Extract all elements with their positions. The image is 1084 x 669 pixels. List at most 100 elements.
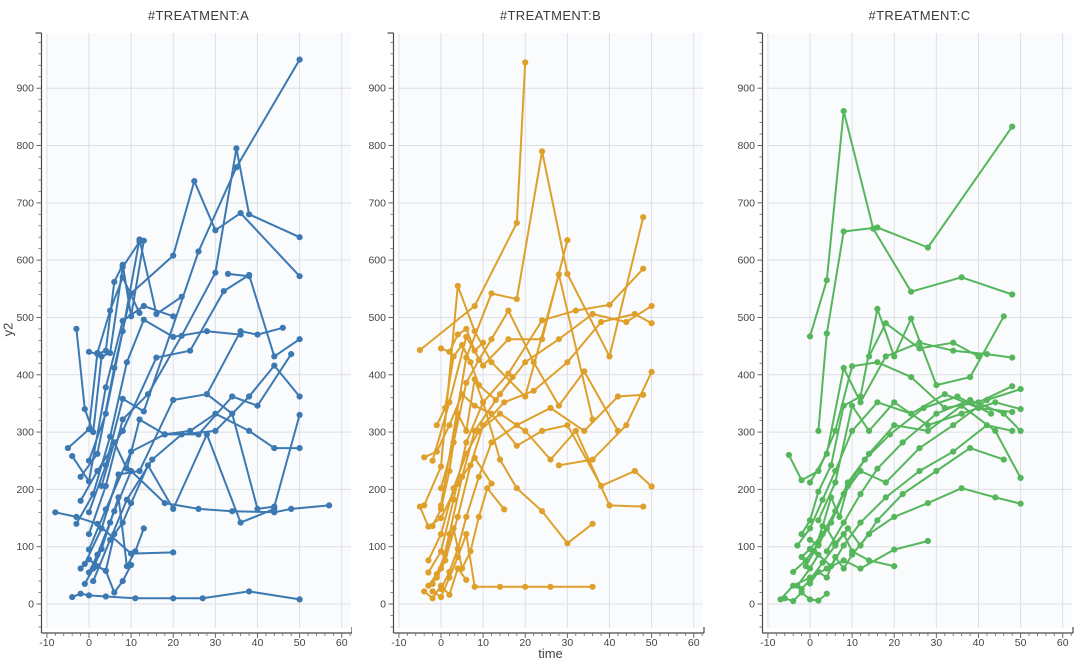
data-point-marker [488,359,495,366]
facet-b-canvas[interactable]: 0 100 200 300 400 500 600 700 800 900 -10 0 10 20 30 40… [352,0,721,669]
subject-line [100,412,301,487]
data-point-marker [119,427,126,434]
data-point-marker [1017,427,1024,434]
data-point-marker [865,450,873,457]
svg-text:600: 600 [16,255,34,267]
data-point-marker [446,467,453,475]
data-point-marker [992,494,999,501]
data-point-marker [85,348,93,355]
data-point-marker [933,410,940,417]
data-point-marker [111,531,118,538]
data-point-marker [941,391,948,398]
data-point-marker [429,595,436,602]
data-point-marker [865,557,873,564]
data-point-marker [85,457,93,464]
svg-text:300: 300 [368,427,386,439]
data-point-marker [840,402,847,409]
data-point-marker [891,563,898,570]
data-point-marker [136,416,143,423]
data-point-marker [475,356,482,363]
subject-line [809,527,896,568]
data-point-marker [513,219,520,226]
svg-text:60: 60 [688,637,700,649]
data-point-marker [450,353,457,360]
data-point-marker [530,387,537,394]
data-point-marker [296,445,303,452]
facet-treatment-c: 0 100 200 300 400 500 600 700 800 900 -10 0 10 20 30 40… [721,0,1084,669]
svg-text:400: 400 [737,369,755,381]
data-point-marker [806,479,814,486]
data-point-marker [564,270,571,277]
svg-text:300: 300 [737,427,755,439]
data-point-marker [102,410,109,417]
plot-background [767,33,1072,628]
data-point-marker [437,463,445,470]
data-point-marker [1009,383,1016,390]
data-point-marker [98,482,105,489]
data-point-marker [212,410,219,417]
data-point-marker [85,509,93,516]
data-point-marker [437,548,445,555]
data-point-marker [614,393,621,400]
data-point-marker [857,565,864,572]
svg-text:40: 40 [973,637,985,649]
data-point-marker [195,248,202,255]
data-point-marker [81,560,88,568]
data-point-marker [446,574,453,581]
data-point-marker [505,336,512,343]
data-point-marker [488,290,495,297]
facet-c-canvas[interactable]: 0 100 200 300 400 500 600 700 800 900 -10 0 10 20 30 40… [721,0,1084,669]
data-point-marker [874,517,881,524]
svg-text:0: 0 [28,599,34,611]
data-point-marker [199,595,206,602]
data-point-marker [992,399,999,406]
facet-b-title: #TREATMENT:B [499,8,602,23]
data-point-marker [920,404,927,412]
svg-text:500: 500 [16,312,34,324]
data-point-marker [828,519,835,526]
data-point-marker [988,410,995,417]
data-point-marker [170,396,177,404]
data-point-marker [425,523,432,530]
data-point-marker [513,296,520,303]
data-point-marker [224,270,232,277]
data-point-marker [132,595,139,602]
data-point-marker [233,164,240,171]
data-point-marker [416,347,423,354]
data-point-marker [555,462,562,469]
svg-text:20: 20 [167,637,179,649]
data-point-marker [90,578,97,585]
series-group [777,108,1024,605]
svg-text:900: 900 [737,83,755,95]
svg-text:300: 300 [16,427,34,439]
data-point-marker [187,347,194,354]
data-point-marker [967,374,974,381]
data-point-marker [916,467,923,475]
data-point-marker [437,531,445,538]
data-point-marker [857,399,864,406]
data-point-marker [454,565,461,572]
data-point-marker [958,274,965,281]
data-point-marker [823,277,830,284]
data-point-marker [933,467,940,475]
data-point-marker [52,509,59,516]
facet-a-canvas[interactable]: 0 100 200 300 400 500 600 700 800 900 -10 0 10 20 30 40… [0,0,352,669]
data-point-marker [85,531,93,538]
data-point-marker [246,273,253,280]
data-point-marker [421,588,428,595]
data-point-marker [488,480,495,487]
data-point-marker [467,359,474,366]
data-point-marker [271,503,278,510]
svg-text:0: 0 [749,599,755,611]
data-point-marker [539,148,546,155]
data-point-marker [522,359,529,366]
data-point-marker [102,593,109,600]
data-point-marker [1000,456,1007,463]
data-point-marker [823,450,830,457]
data-point-marker [882,494,889,501]
data-point-marker [840,565,847,572]
data-point-marker [471,402,478,409]
data-point-marker [916,339,923,346]
data-point-marker [823,574,830,581]
data-point-marker [828,462,835,469]
